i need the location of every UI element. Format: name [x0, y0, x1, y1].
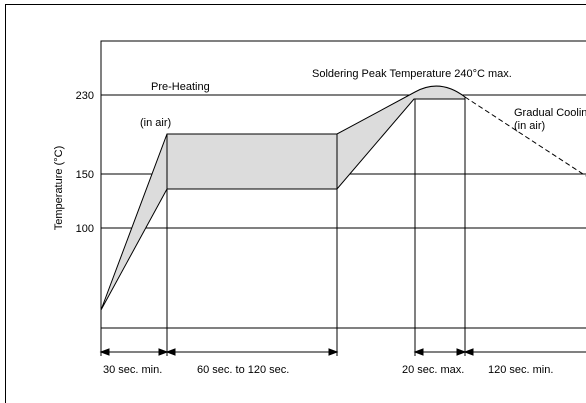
- profile-band: [100, 85, 466, 311]
- peak-temperature-label: Soldering Peak Temperature 240°C max.: [312, 68, 512, 80]
- duration-preheat-label: 60 sec. to 120 sec.: [197, 364, 289, 376]
- diagram-frame: [5, 4, 586, 403]
- in-air-label: (in air): [140, 117, 171, 129]
- pre-heating-label: Pre-Heating: [151, 81, 210, 93]
- plot-box: [100, 40, 586, 329]
- y-tick-230: 230: [76, 90, 94, 102]
- y-axis-label: Temperature (°C): [53, 146, 65, 230]
- duration-arrows: [99, 348, 586, 356]
- y-tick-150: 150: [76, 169, 94, 181]
- duration-cooling-label: 120 sec. min.: [488, 364, 553, 376]
- gradual-cooling-in-air-label: (in air): [514, 120, 545, 132]
- y-tick-100: 100: [76, 223, 94, 235]
- gradual-cooling-label: Gradual Cooling: [514, 107, 586, 119]
- cooling-line: [464, 96, 586, 177]
- duration-ramp-label: 30 sec. min.: [103, 364, 162, 376]
- duration-peak-label: 20 sec. max.: [402, 364, 464, 376]
